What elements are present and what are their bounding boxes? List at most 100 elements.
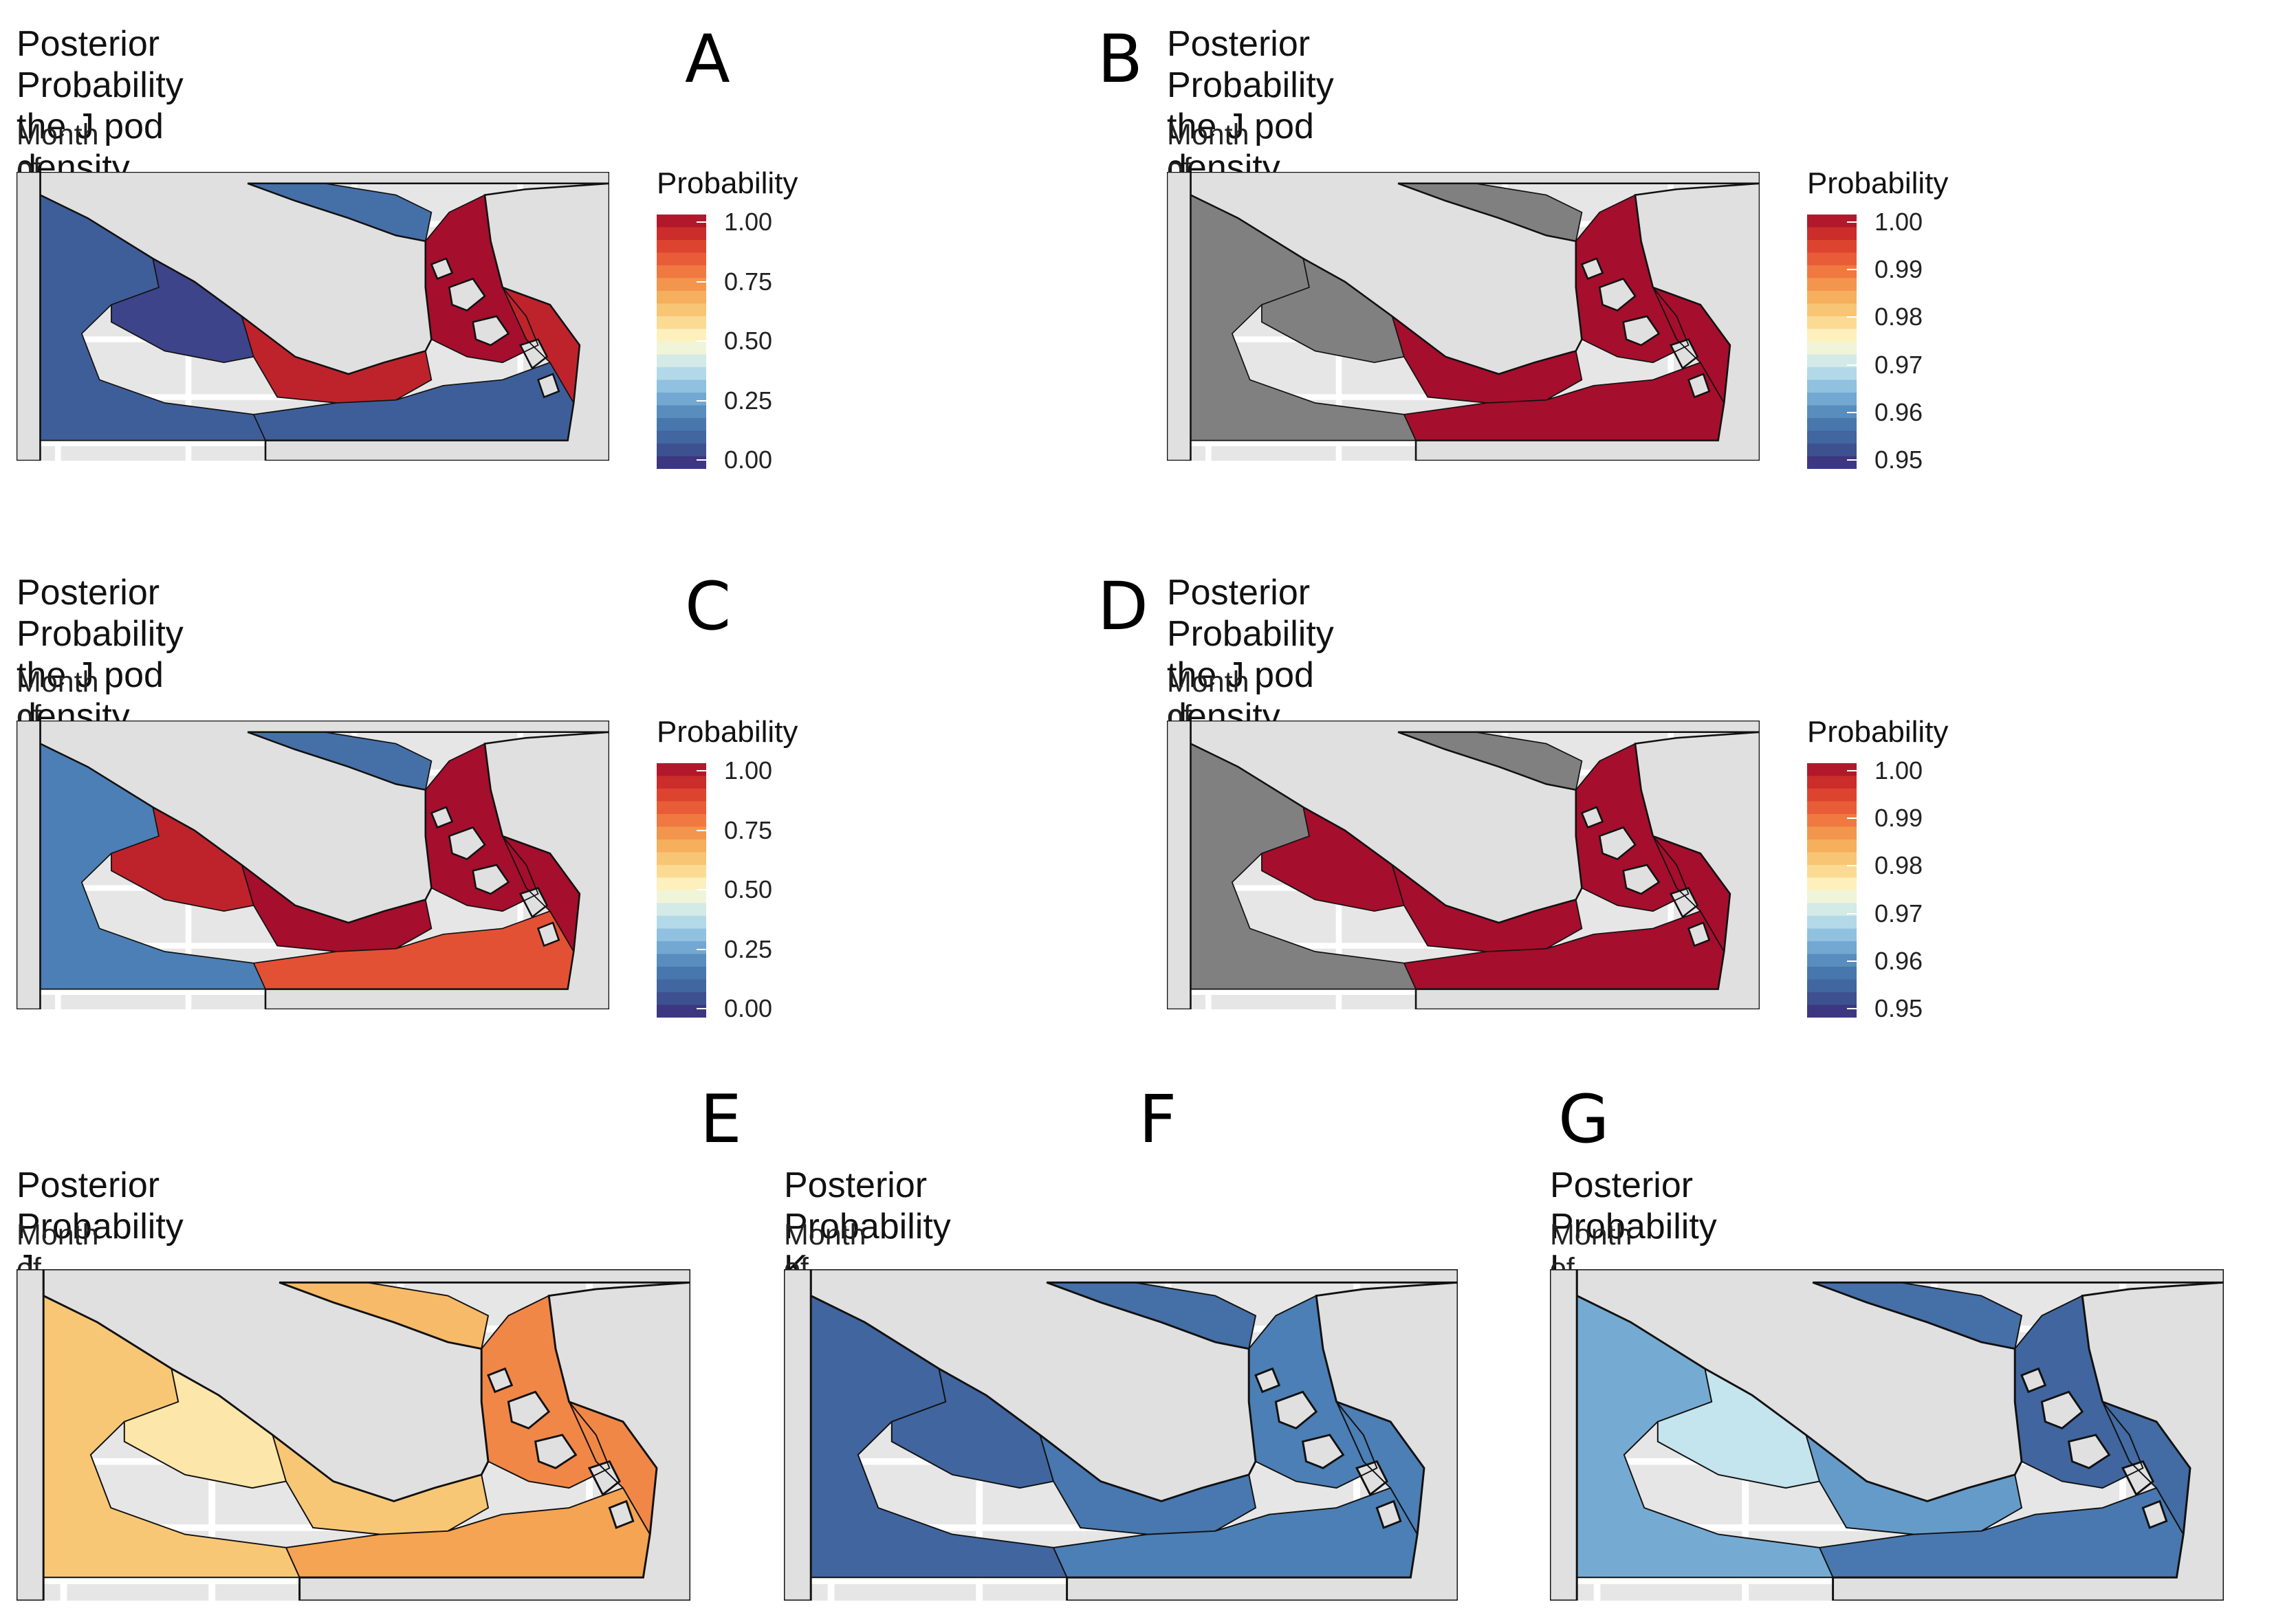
- water-cell-haro: [425, 195, 538, 363]
- map-svg: [1167, 721, 1760, 1009]
- legend-swatch: [1807, 801, 1857, 815]
- legend-tick-mark: [1847, 770, 1857, 771]
- water-cell-outer-coast: [43, 1295, 300, 1578]
- legend-swatch: [657, 456, 706, 470]
- water-cell-strait-center: [1392, 316, 1582, 403]
- legend-swatch: [657, 215, 706, 228]
- legend-swatch: [1807, 291, 1857, 305]
- legend-swatch: [1807, 303, 1857, 317]
- water-cell-strait-west: [111, 807, 254, 912]
- legend-tick-mark: [1847, 364, 1857, 366]
- water-cell-outer-coast: [40, 743, 266, 989]
- land-mass: [518, 338, 549, 370]
- legend-svg: [657, 215, 706, 470]
- land-mass: [536, 921, 560, 947]
- legend-swatch: [1807, 240, 1857, 254]
- legend-swatch: [657, 418, 706, 432]
- water-cell-strait-east: [1403, 911, 1725, 989]
- land-mass: [1687, 373, 1711, 399]
- legend-tick-label: 1.00: [724, 208, 773, 236]
- land-mass: [2040, 1390, 2084, 1430]
- land-mass: [1550, 1269, 1578, 1601]
- legend-swatch: [1807, 443, 1857, 457]
- land-mass: [2020, 1367, 2047, 1394]
- legend-tick-mark: [697, 948, 706, 950]
- legend-swatch: [657, 430, 706, 444]
- legend-swatch: [657, 329, 706, 342]
- legend-swatch: [1807, 227, 1857, 241]
- legend-swatch: [1807, 265, 1857, 279]
- legend-swatch: [657, 354, 706, 368]
- water-cell-haro: [1575, 743, 1689, 912]
- land-mass: [448, 277, 486, 312]
- land-mass: [1167, 172, 1192, 461]
- panel-d-legend-title: Probability: [1807, 715, 1949, 749]
- legend-swatch: [657, 303, 706, 317]
- legend-tick-label: 0.99: [1874, 804, 1923, 833]
- panel-d-map: [1167, 721, 1760, 1009]
- coastline: [1190, 182, 1731, 441]
- legend-swatch: [657, 865, 706, 879]
- legend-tick-label: 0.95: [1874, 994, 1923, 1022]
- legend-swatch: [657, 278, 706, 292]
- water-cell-haro: [481, 1295, 610, 1489]
- water-cell-strait-west: [1261, 259, 1404, 363]
- legend-swatch: [1807, 354, 1857, 368]
- legend-swatch: [657, 443, 706, 457]
- land-mass: [430, 806, 454, 829]
- legend-swatch: [657, 967, 706, 980]
- legend-swatch: [657, 992, 706, 1006]
- legend-swatch: [1807, 393, 1857, 406]
- legend-swatch: [1807, 826, 1857, 840]
- water-cell-haro: [425, 743, 538, 912]
- water-cell-strait-east: [286, 1488, 651, 1578]
- water-cell-georgia-north: [1398, 732, 1582, 790]
- legend-swatch: [657, 916, 706, 930]
- land-mass: [587, 1460, 621, 1497]
- legend-tick-mark: [1847, 1008, 1857, 1009]
- panel-c-legend-bar: [657, 763, 706, 1018]
- legend-tick-mark: [697, 221, 706, 223]
- legend-tick-mark: [1847, 221, 1857, 223]
- land-mass: [448, 826, 486, 861]
- land-mass: [1687, 921, 1711, 947]
- legend-swatch: [657, 826, 706, 840]
- legend-swatch: [1807, 405, 1857, 419]
- land-mass: [507, 1390, 551, 1430]
- panel-c-legend-title: Probability: [657, 715, 798, 749]
- map-svg: [17, 721, 609, 1009]
- land-mass: [1598, 826, 1637, 861]
- water-cell-georgia-north: [1047, 1282, 1256, 1349]
- legend-swatch: [1807, 763, 1857, 777]
- map-svg: [17, 172, 609, 461]
- legend-swatch: [1807, 430, 1857, 444]
- panel-b-letter: B: [1097, 21, 1143, 98]
- map-svg: [784, 1269, 1458, 1601]
- land-mass: [1622, 315, 1661, 347]
- legend-tick-mark: [697, 889, 706, 890]
- legend-tick-label: 1.00: [1874, 208, 1923, 236]
- land-mass: [1274, 1390, 1318, 1430]
- panel-f-map: [784, 1269, 1458, 1601]
- legend-swatch: [657, 776, 706, 789]
- legend-swatch: [1807, 916, 1857, 930]
- legend-swatch: [1807, 789, 1857, 802]
- legend-svg: [1807, 763, 1857, 1018]
- panel-c-letter: C: [685, 568, 732, 645]
- legend-swatch: [1807, 840, 1857, 853]
- map-svg: [1167, 172, 1760, 461]
- legend-tick-mark: [697, 829, 706, 831]
- panel-a-letter: A: [685, 21, 730, 98]
- legend-swatch: [1807, 342, 1857, 355]
- legend-tick-label: 0.95: [1874, 446, 1923, 474]
- water-cell-strait-east: [253, 911, 574, 989]
- legend-swatch: [1807, 941, 1857, 955]
- panel-g-title: Posterior Probability L: [1550, 1165, 1717, 1288]
- panel-b-legend-bar: [1807, 215, 1857, 470]
- legend-swatch: [657, 405, 706, 419]
- water-cell-outer-coast: [1577, 1295, 1833, 1578]
- legend-swatch: [1807, 316, 1857, 330]
- land-mass: [1580, 257, 1604, 281]
- coastline: [810, 1282, 1425, 1579]
- legend-tick-label: 0.25: [724, 386, 773, 415]
